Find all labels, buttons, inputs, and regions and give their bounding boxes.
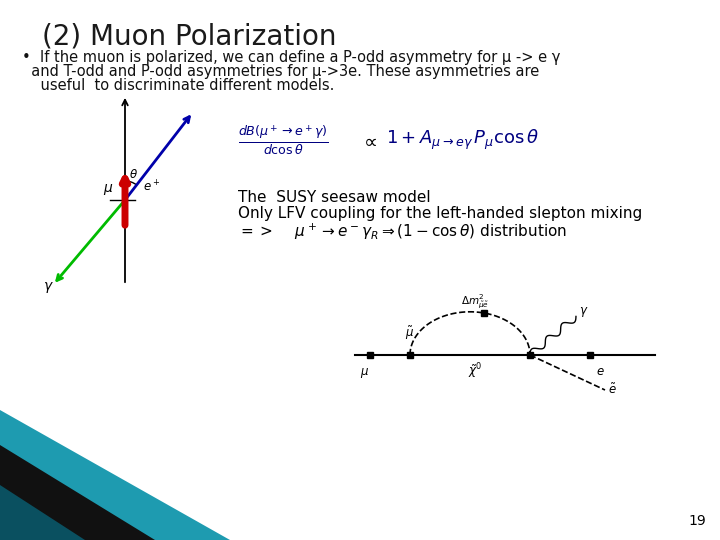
Text: $=>$    $\mu^+ \to e^-\gamma_R \Rightarrow (1-\cos\theta)$ distribution: $=>$ $\mu^+ \to e^-\gamma_R \Rightarrow … bbox=[238, 222, 567, 242]
Text: $\tilde{\chi}^0$: $\tilde{\chi}^0$ bbox=[468, 361, 482, 381]
Polygon shape bbox=[0, 445, 155, 540]
Text: $e$: $e$ bbox=[595, 365, 604, 378]
Text: $\Delta m^2_{\tilde{\mu}\tilde{e}}$: $\Delta m^2_{\tilde{\mu}\tilde{e}}$ bbox=[461, 292, 489, 310]
Text: $\tilde{e}$: $\tilde{e}$ bbox=[608, 383, 617, 397]
Text: Only LFV coupling for the left-handed slepton mixing: Only LFV coupling for the left-handed sl… bbox=[238, 206, 642, 221]
Text: $\gamma$: $\gamma$ bbox=[43, 280, 54, 295]
Polygon shape bbox=[0, 410, 230, 540]
Text: (2) Muon Polarization: (2) Muon Polarization bbox=[42, 22, 336, 50]
Polygon shape bbox=[0, 485, 85, 540]
Text: and T-odd and P-odd asymmetries for μ->3e. These asymmetries are: and T-odd and P-odd asymmetries for μ->3… bbox=[22, 64, 539, 79]
Text: $\propto$: $\propto$ bbox=[360, 131, 378, 150]
Text: $\tilde{\mu}$: $\tilde{\mu}$ bbox=[405, 325, 414, 342]
Text: $1 + A_{\mu\to e\gamma}\,P_\mu\cos\theta$: $1 + A_{\mu\to e\gamma}\,P_\mu\cos\theta… bbox=[386, 128, 539, 152]
Text: $\gamma$: $\gamma$ bbox=[579, 306, 588, 320]
Text: useful  to discriminate different models.: useful to discriminate different models. bbox=[22, 78, 334, 93]
Text: The  SUSY seesaw model: The SUSY seesaw model bbox=[238, 190, 431, 205]
Text: •  If the muon is polarized, we can define a P-odd asymmetry for μ -> e γ: • If the muon is polarized, we can defin… bbox=[22, 50, 560, 65]
Text: $\mu$: $\mu$ bbox=[361, 366, 369, 380]
Text: 19: 19 bbox=[688, 514, 706, 528]
Text: $e^+$: $e^+$ bbox=[143, 180, 161, 195]
Text: $\frac{dB(\mu^+ \to e^+\gamma)}{d\cos\theta}$: $\frac{dB(\mu^+ \to e^+\gamma)}{d\cos\th… bbox=[238, 123, 328, 157]
Text: $\theta$: $\theta$ bbox=[129, 168, 138, 181]
Text: $\mu$: $\mu$ bbox=[103, 182, 114, 197]
